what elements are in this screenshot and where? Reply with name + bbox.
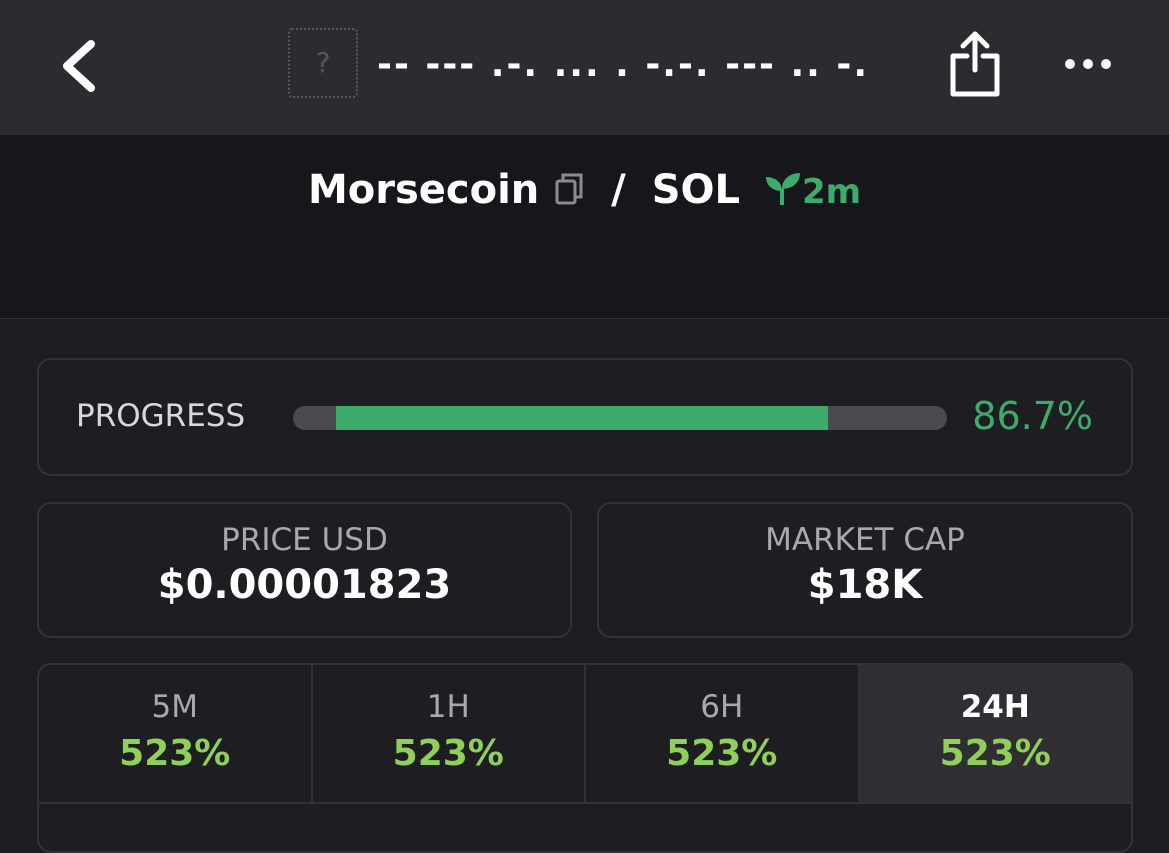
period-change: 523% — [119, 733, 231, 774]
period-tab[interactable]: 24H 523% — [859, 665, 1131, 804]
share-button[interactable] — [945, 28, 1005, 100]
progress-card: PROGRESS 86.7% — [37, 358, 1133, 476]
change-tabs: 5M 523% 1H 523% 6H 523% 24H 523% — [37, 663, 1133, 853]
quote-token: SOL — [651, 167, 741, 213]
pair-age: 2m — [801, 172, 862, 212]
period-change: 523% — [392, 733, 504, 774]
stat-value: $0.00001823 — [157, 562, 452, 608]
token-icon: ? — [288, 28, 358, 98]
market-cap-card: MARKET CAP $18K — [597, 502, 1133, 638]
progress-track — [293, 406, 947, 430]
pair-row: Morsecoin / SOL 2m — [0, 167, 1169, 213]
stat-label: PRICE USD — [221, 522, 388, 558]
copy-button[interactable] — [553, 171, 585, 207]
stat-label: MARKET CAP — [765, 522, 965, 558]
progress-fill — [336, 406, 829, 430]
price-card: PRICE USD $0.00001823 — [37, 502, 572, 638]
period-change: 523% — [939, 733, 1051, 774]
pair-separator: / — [611, 167, 626, 213]
period-label: 5M — [151, 689, 198, 725]
period-tab[interactable]: 6H 523% — [586, 665, 860, 804]
period-label: 1H — [426, 689, 470, 725]
base-token: Morsecoin — [307, 167, 540, 213]
sprout-icon — [765, 173, 800, 205]
period-tab[interactable]: 5M 523% — [39, 665, 313, 804]
period-label: 24H — [960, 689, 1030, 725]
period-change: 523% — [666, 733, 778, 774]
pair-bar: Morsecoin / SOL 2m — [0, 135, 1169, 319]
period-label: 6H — [700, 689, 744, 725]
token-title: -- --- .-. ... . -.-. --- .. -. — [377, 44, 869, 85]
period-tab[interactable]: 1H 523% — [312, 665, 586, 804]
top-bar: ? -- --- .-. ... . -.-. --- .. -. — [0, 0, 1169, 135]
back-button[interactable] — [55, 38, 105, 94]
stat-value: $18K — [807, 562, 923, 608]
more-button[interactable] — [1060, 52, 1116, 76]
progress-label: PROGRESS — [76, 398, 246, 434]
progress-value: 86.7% — [972, 394, 1093, 438]
